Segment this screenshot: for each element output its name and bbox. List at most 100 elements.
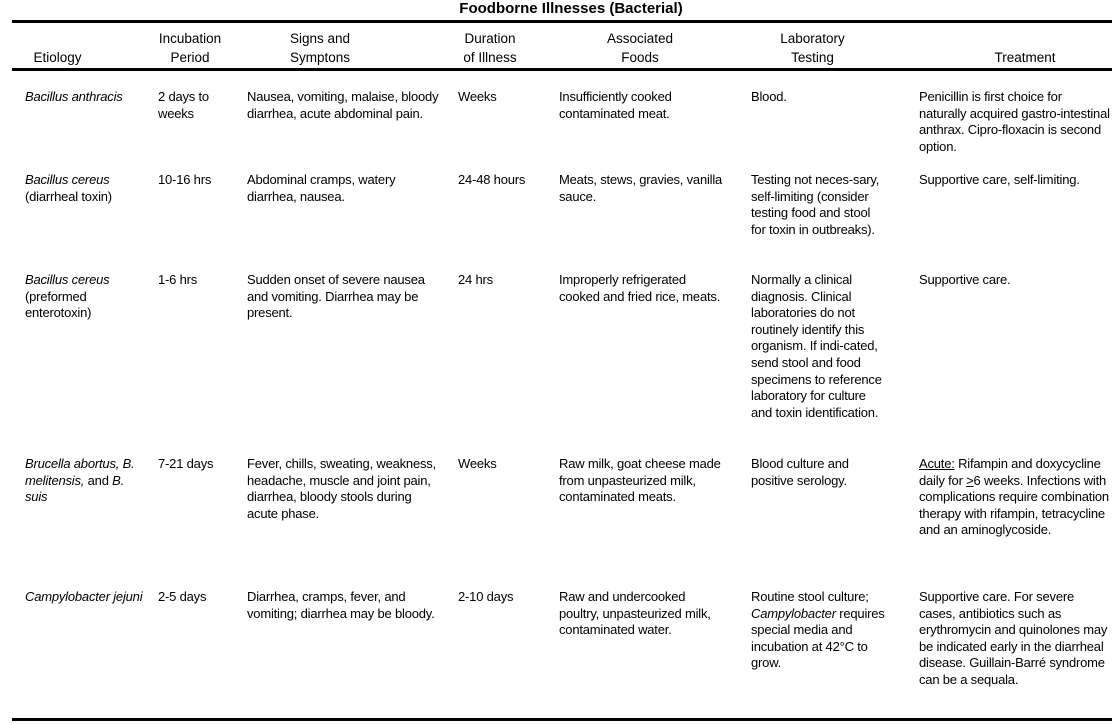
cell-signs-and-symptoms: Fever, chills, sweating, weakness, heada… [247, 456, 443, 522]
cell-text: Sudden onset of severe nausea and vomiti… [247, 272, 425, 321]
cell-text: 10-16 hrs [158, 172, 212, 187]
cell-text: Weeks [458, 456, 497, 471]
cell-laboratory-testing: Testing not neces-sary, self-limiting (c… [751, 172, 886, 238]
cell-text: Bacillus cereus [25, 172, 110, 187]
cell-laboratory-testing: Normally a clinical diagnosis. Clinical … [751, 272, 886, 421]
cell-signs-and-symptoms: Abdominal cramps, watery diarrhea, nause… [247, 172, 443, 205]
cell-text: 24-48 hours [458, 172, 526, 187]
cell-text: (diarrheal toxin) [25, 188, 112, 204]
cell-text: 6 weeks. Infections with complications r… [919, 472, 1109, 538]
header-line: Testing [791, 50, 834, 65]
cell-incubation-period: 7-21 days [158, 456, 240, 473]
cell-text: Campylobacter jejuni [25, 589, 143, 604]
cell-signs-and-symptoms: Sudden onset of severe nausea and vomiti… [247, 272, 443, 322]
cell-text: Penicillin is first choice for naturally… [919, 89, 1110, 154]
cell-duration: Weeks [458, 456, 550, 473]
cell-text: Rifampin and doxycycline daily for [919, 456, 1101, 488]
cell-text: Nausea, vomiting, malaise, bloody diarrh… [247, 89, 439, 121]
column-header-treatment: Treatment [960, 29, 1090, 67]
cell-text: 2 days to weeks [158, 89, 209, 121]
cell-text: Acute: [919, 456, 955, 471]
cell-text: Supportive care. [919, 272, 1011, 287]
cell-text: Supportive care, self-limiting. [919, 172, 1080, 187]
cell-text: 2-5 days [158, 589, 207, 604]
column-header-duration: Duration of Illness [450, 29, 530, 67]
cell-treatment: Supportive care. For severe cases, antib… [919, 589, 1111, 689]
header-line: Symptons [289, 50, 351, 65]
cell-treatment: Supportive care, self-limiting. [919, 172, 1111, 189]
column-header-etiology: Etiology [20, 29, 95, 67]
cell-associated-foods: Meats, stews, gravies, vanilla sauce. [559, 172, 724, 205]
cell-text: Campylobacter [751, 605, 836, 621]
cell-text: and [84, 472, 113, 488]
column-header-laboratory-testing: Laboratory Testing [760, 29, 865, 67]
header-line: Associated [606, 31, 674, 46]
table-title: Foodborne Illnesses (Bacterial) [459, 0, 683, 17]
cell-text: (preformed enterotoxin) [25, 288, 92, 321]
cell-text: Insufficiently cooked contaminated meat. [559, 89, 672, 121]
cell-laboratory-testing: Routine stool culture; Campylobacter req… [751, 589, 886, 672]
cell-incubation-period: 2 days to weeks [158, 89, 240, 122]
cell-laboratory-testing: Blood culture and positive serology. [751, 456, 886, 489]
cell-text: > [966, 472, 974, 488]
column-header-incubation-period: Incubation Period [145, 29, 235, 67]
header-line [960, 29, 1090, 48]
cell-duration: 2-10 days [458, 589, 550, 606]
cell-text: Routine stool culture; [751, 589, 869, 604]
cell-treatment: Supportive care. [919, 272, 1111, 289]
cell-text: Supportive care. For severe cases, antib… [919, 589, 1108, 687]
cell-associated-foods: Insufficiently cooked contaminated meat. [559, 89, 724, 122]
cell-incubation-period: 2-5 days [158, 589, 240, 606]
cell-etiology: Bacillus cereus (diarrheal toxin) [25, 172, 143, 205]
cell-etiology: Bacillus anthracis [25, 89, 143, 106]
cell-incubation-period: 10-16 hrs [158, 172, 240, 189]
cell-text: Abdominal cramps, watery diarrhea, nause… [247, 172, 396, 204]
cell-text: Bacillus anthracis [25, 89, 123, 104]
cell-text: Weeks [458, 89, 497, 104]
cell-text: 1-6 hrs [158, 272, 198, 287]
cell-signs-and-symptoms: Diarrhea, cramps, fever, and vomiting; d… [247, 589, 443, 622]
cell-text: Improperly refrigerated cooked and fried… [559, 272, 721, 304]
cell-text: Raw and undercooked poultry, unpasteuriz… [559, 589, 711, 638]
cell-duration: 24-48 hours [458, 172, 550, 189]
cell-text: Raw milk, goat cheese made from unpasteu… [559, 456, 721, 505]
header-line: Duration [464, 31, 516, 46]
cell-text: 24 hrs [458, 272, 493, 287]
cell-text: Brucella abortus, B. melitensis, [25, 456, 135, 488]
cell-etiology: Campylobacter jejuni [25, 589, 143, 606]
cell-text: 2-10 days [458, 589, 514, 604]
cell-text: 7-21 days [158, 456, 214, 471]
header-line: Laboratory [780, 31, 845, 46]
header-line: Foods [621, 50, 659, 65]
cell-etiology: Bacillus cereus (preformed enterotoxin) [25, 272, 143, 322]
cell-associated-foods: Improperly refrigerated cooked and fried… [559, 272, 724, 305]
cell-text: Blood culture and positive serology. [751, 456, 849, 488]
header-line: Period [170, 50, 210, 65]
header-line: of Illness [463, 50, 517, 65]
cell-text: Meats, stews, gravies, vanilla sauce. [559, 172, 723, 204]
cell-text: Testing not neces-sary, self-limiting (c… [751, 172, 880, 237]
cell-etiology: Brucella abortus, B. melitensis, and B. … [25, 456, 143, 506]
cell-text: Blood. [751, 89, 787, 104]
cell-text: Normally a clinical diagnosis. Clinical … [751, 272, 882, 420]
cell-incubation-period: 1-6 hrs [158, 272, 240, 289]
header-line: Signs and [289, 31, 351, 46]
bottom-rule [12, 718, 1112, 721]
header-line: Etiology [33, 50, 82, 65]
cell-associated-foods: Raw milk, goat cheese made from unpasteu… [559, 456, 724, 506]
header-line: Incubation [158, 31, 222, 46]
cell-text: Bacillus cereus [25, 272, 110, 287]
cell-duration: 24 hrs [458, 272, 550, 289]
cell-text: Fever, chills, sweating, weakness, heada… [247, 456, 437, 521]
top-rule [12, 20, 1112, 23]
cell-text: requires special media and incubation at… [751, 605, 885, 671]
column-header-associated-foods: Associated Foods [585, 29, 695, 67]
cell-associated-foods: Raw and undercooked poultry, unpasteuriz… [559, 589, 724, 639]
cell-text: B. suis [25, 472, 125, 505]
header-line: Treatment [994, 50, 1056, 65]
column-header-signs-and-symptoms: Signs and Symptons [265, 29, 375, 67]
cell-laboratory-testing: Blood. [751, 89, 886, 106]
header-line [20, 29, 95, 48]
header-rule [12, 68, 1112, 71]
cell-treatment: Penicillin is first choice for naturally… [919, 89, 1111, 155]
